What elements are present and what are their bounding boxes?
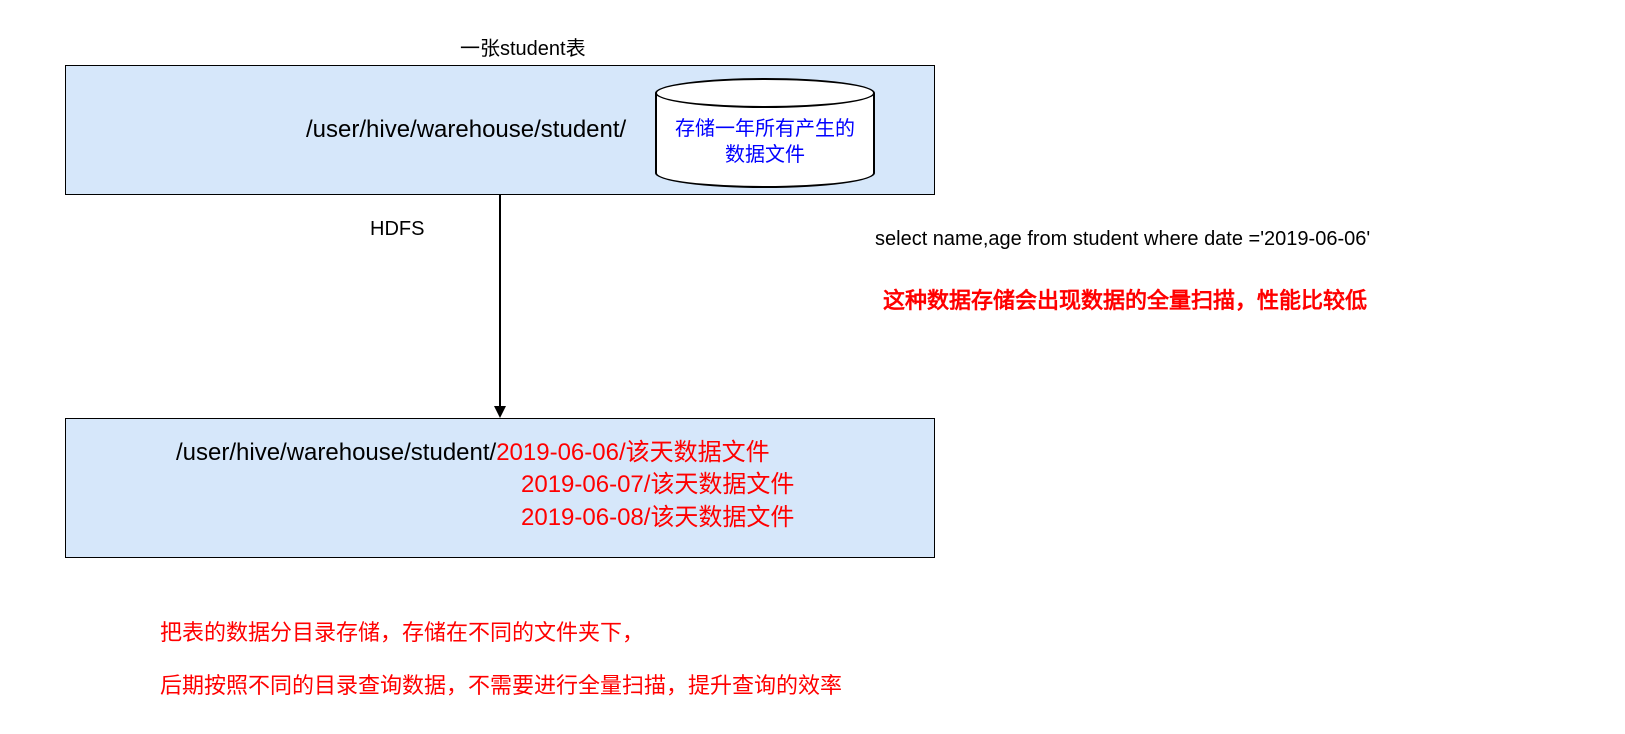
partition-row-1: /user/hive/warehouse/student/2019-06-06/…	[176, 437, 794, 469]
partition-row-2: 2019-06-07/该天数据文件	[176, 469, 794, 501]
warehouse-path: /user/hive/warehouse/student/	[306, 116, 626, 144]
note-line-2: 后期按照不同的目录查询数据，不需要进行全量扫描，提升查询的效率	[160, 668, 842, 700]
cylinder-storage-icon: 存储一年所有产生的 数据文件	[655, 78, 875, 188]
note-line-1: 把表的数据分目录存储，存储在不同的文件夹下，	[160, 615, 644, 647]
box-warehouse-partitioned: /user/hive/warehouse/student/2019-06-06/…	[65, 418, 935, 558]
partition-row-3: 2019-06-08/该天数据文件	[176, 502, 794, 534]
hdfs-label: HDFS	[370, 218, 424, 241]
cylinder-label: 存储一年所有产生的 数据文件	[655, 116, 875, 168]
arrow-head-icon	[494, 406, 506, 418]
arrow-line	[499, 195, 501, 407]
diagram-title: 一张student表	[460, 32, 586, 61]
sql-query-text: select name,age from student where date …	[875, 228, 1370, 251]
warning-full-scan: 这种数据存储会出现数据的全量扫描，性能比较低	[883, 283, 1367, 315]
